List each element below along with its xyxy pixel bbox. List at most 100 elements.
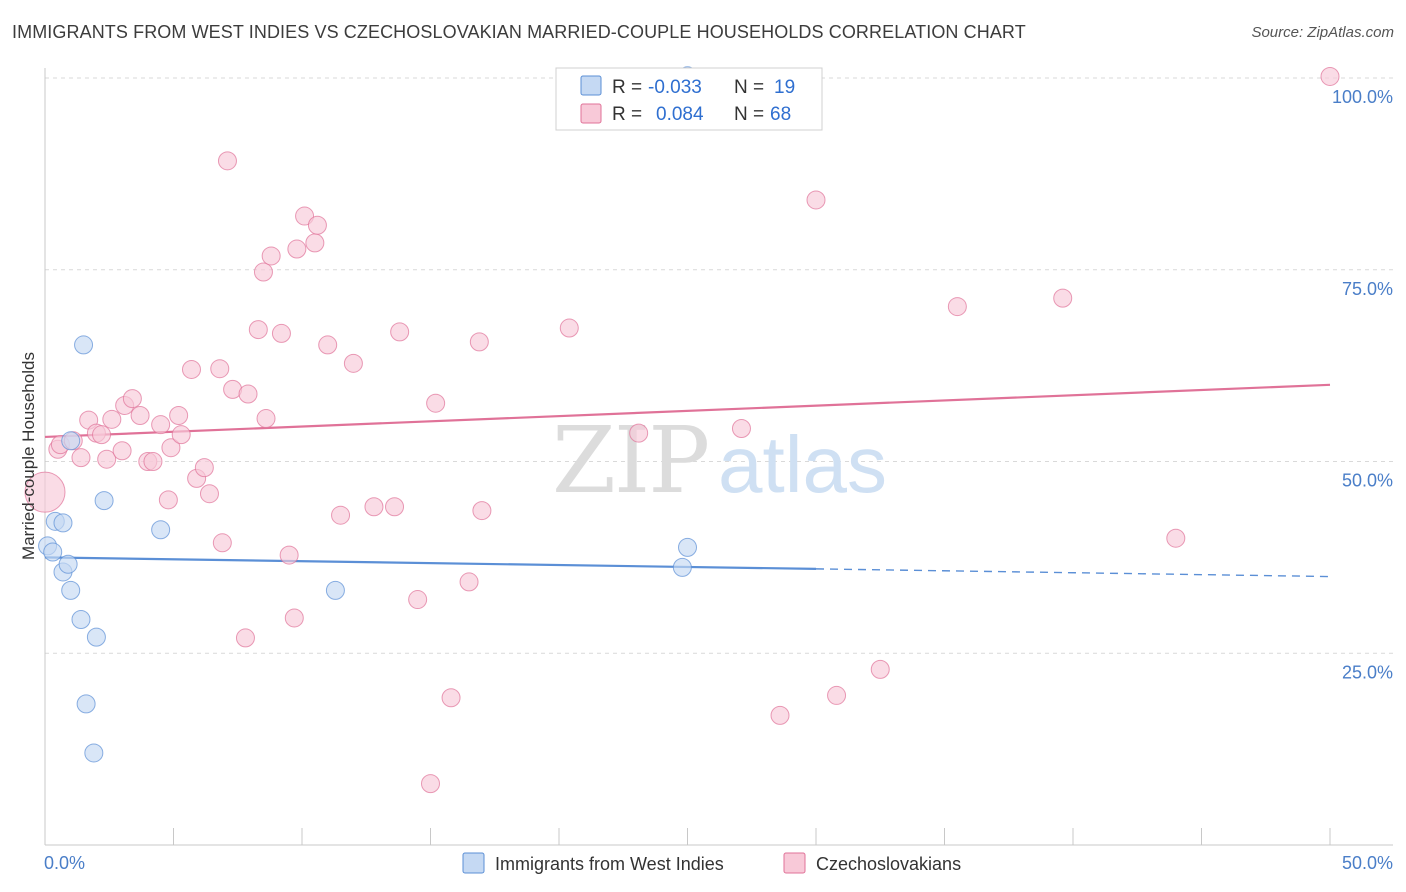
point-czechoslovakians: [143, 452, 163, 471]
point-czechoslovakians: [459, 572, 479, 592]
point-czechoslovakians: [331, 505, 351, 525]
point-czechoslovakians: [870, 659, 890, 679]
point-czechoslovakians: [629, 423, 649, 443]
point-west-indies: [325, 580, 345, 600]
watermark: ZIP atlas: [552, 407, 887, 514]
point-west-indies: [86, 627, 106, 647]
point-czechoslovakians: [199, 484, 219, 504]
point-czechoslovakians: [1053, 288, 1073, 308]
chart-source: Source: ZipAtlas.com: [1251, 24, 1394, 41]
point-west-indies: [61, 580, 81, 600]
point-czechoslovakians: [390, 322, 410, 342]
point-czechoslovakians: [770, 705, 790, 725]
legend-swatch-blue: [580, 75, 602, 96]
trend-line-west-indies: [44, 556, 817, 570]
x-tick-label-min: 0.0%: [44, 853, 85, 873]
point-czechoslovakians: [343, 353, 363, 373]
point-czechoslovakians: [1166, 528, 1186, 548]
point-west-indies: [84, 743, 104, 763]
point-czechoslovakians: [181, 359, 201, 379]
point-czechoslovakians: [827, 685, 847, 705]
point-czechoslovakians: [238, 384, 258, 404]
series-legend-label-czechoslovakians: Czechoslovakians: [816, 854, 961, 874]
point-czechoslovakians: [426, 393, 446, 413]
series-legend: Immigrants from West Indies Czechoslovak…: [462, 852, 961, 874]
point-west-indies: [53, 513, 73, 533]
point-czechoslovakians: [472, 501, 492, 521]
y-tick-label: 100.0%: [1332, 87, 1393, 107]
legend-r-value-1: -0.033: [648, 77, 702, 98]
legend-r-value-2: 0.084: [656, 104, 704, 125]
legend-n-value-2: 68: [770, 104, 791, 125]
y-tick-label: 50.0%: [1342, 471, 1393, 491]
stats-legend: R = -0.033 N = 19 R = 0.084 N = 68: [555, 67, 823, 131]
point-czechoslovakians: [271, 323, 291, 343]
watermark-zip: ZIP: [552, 407, 708, 514]
point-czechoslovakians: [235, 628, 255, 648]
point-czechoslovakians: [441, 688, 461, 708]
point-czechoslovakians: [1320, 66, 1340, 86]
axes: [44, 68, 1393, 846]
series-legend-label-west-indies: Immigrants from West Indies: [495, 854, 724, 874]
y-tick-label: 25.0%: [1342, 662, 1393, 682]
point-west-indies: [61, 431, 81, 451]
point-czechoslovakians: [559, 318, 579, 338]
point-czechoslovakians: [806, 190, 826, 210]
point-czechoslovakians: [71, 448, 91, 468]
point-west-indies: [672, 557, 692, 577]
point-czechoslovakians: [130, 405, 150, 425]
y-tick-labels: 25.0% 50.0% 75.0% 100.0%: [1332, 87, 1393, 682]
legend-swatch-pink: [580, 103, 602, 124]
point-west-indies: [94, 491, 114, 511]
point-czechoslovakians: [295, 206, 315, 226]
trend-line-west-indies-extension: [815, 568, 1331, 578]
point-czechoslovakians: [212, 533, 232, 553]
point-czechoslovakians: [102, 409, 122, 429]
point-west-indies: [43, 542, 63, 562]
point-czechoslovakians: [248, 320, 268, 340]
point-czechoslovakians: [947, 297, 967, 317]
point-czechoslovakians: [469, 332, 489, 352]
x-tick-label-max: 50.0%: [1342, 853, 1393, 873]
point-czechoslovakians: [217, 151, 237, 171]
point-west-indies: [76, 694, 96, 714]
point-west-indies: [58, 554, 78, 574]
y-axis-label: Married-couple Households: [19, 352, 38, 560]
point-west-indies: [74, 335, 94, 355]
point-czechoslovakians: [151, 415, 171, 435]
point-czechoslovakians: [731, 419, 751, 439]
point-czechoslovakians: [161, 438, 181, 458]
point-czechoslovakians: [112, 441, 132, 461]
point-czechoslovakians: [169, 405, 189, 425]
point-czechoslovakians: [122, 389, 142, 409]
point-czechoslovakians: [24, 471, 66, 513]
legend-n-label-2: N =: [734, 104, 764, 125]
point-czechoslovakians: [307, 215, 327, 235]
point-czechoslovakians: [364, 497, 384, 517]
point-czechoslovakians: [284, 608, 304, 628]
point-west-indies: [678, 537, 697, 557]
point-czechoslovakians: [158, 490, 178, 510]
point-czechoslovakians: [256, 409, 276, 429]
point-czechoslovakians: [305, 233, 325, 253]
point-czechoslovakians: [287, 239, 307, 259]
series-legend-swatch-west-indies: [462, 852, 485, 874]
chart-title: IMMIGRANTS FROM WEST INDIES VS CZECHOSLO…: [12, 22, 1026, 42]
point-czechoslovakians: [171, 425, 191, 445]
point-czechoslovakians: [318, 335, 338, 355]
point-czechoslovakians: [210, 359, 230, 379]
point-czechoslovakians: [408, 590, 428, 610]
point-czechoslovakians: [279, 545, 299, 565]
legend-r-label-1: R =: [612, 77, 642, 98]
point-czechoslovakians: [385, 497, 405, 517]
trend-line-czechoslovakians: [44, 383, 1331, 439]
series-legend-swatch-czechoslovakians: [783, 852, 806, 874]
point-czechoslovakians: [261, 246, 281, 266]
point-west-indies: [151, 520, 171, 540]
legend-r-label-2: R =: [612, 104, 642, 125]
point-czechoslovakians: [421, 774, 440, 794]
point-czechoslovakians: [253, 262, 273, 282]
point-czechoslovakians: [92, 425, 112, 445]
legend-n-value-1: 19: [774, 77, 795, 98]
